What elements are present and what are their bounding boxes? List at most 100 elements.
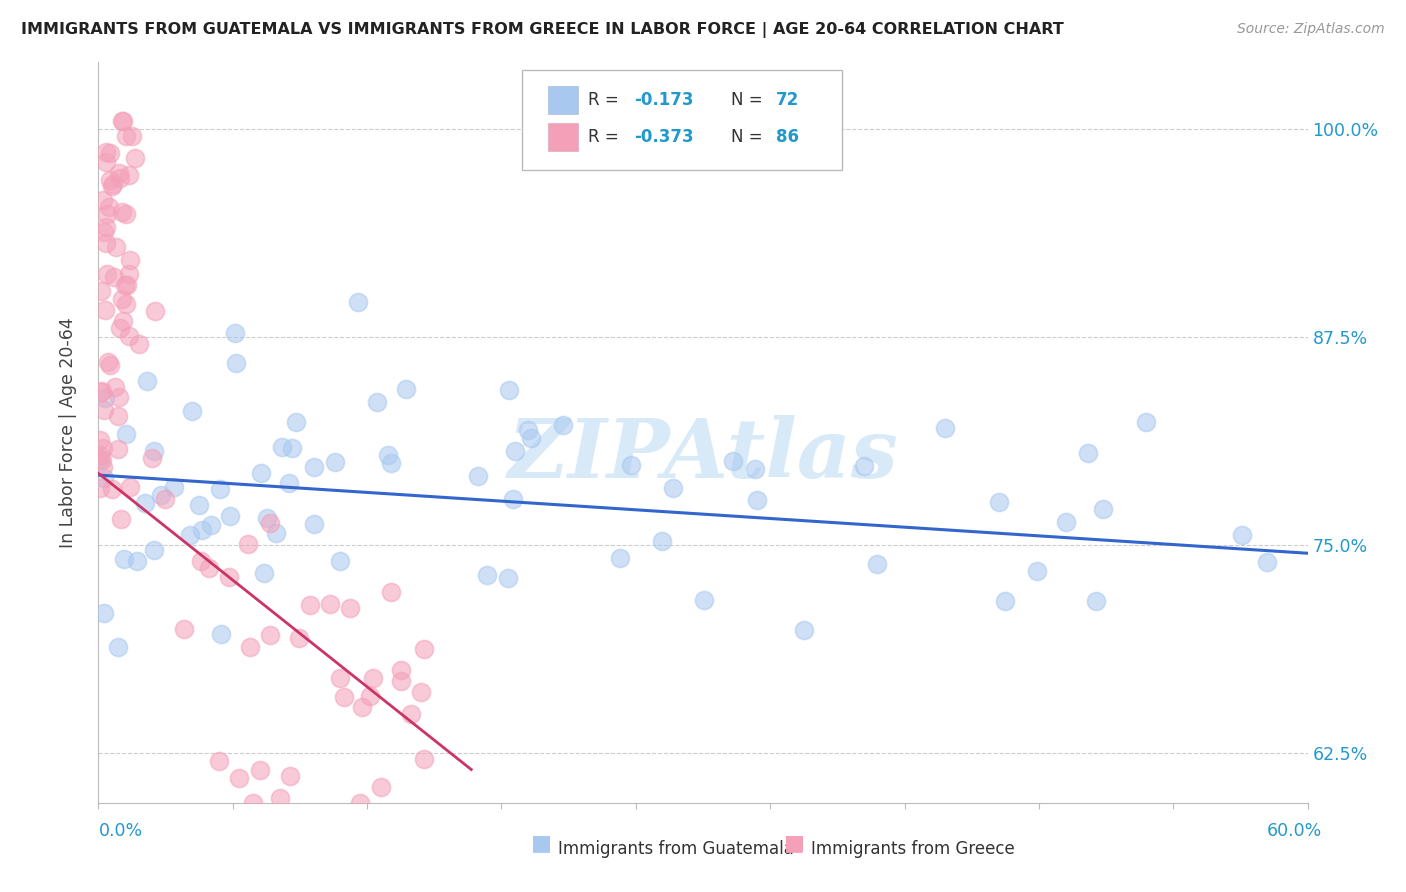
Point: [93, 441, 115, 455]
Point: [302, 516, 325, 531]
Point: [413, 642, 436, 657]
Point: [155, 492, 177, 507]
Point: [361, 671, 384, 685]
Point: [141, 450, 163, 465]
Point: [380, 584, 402, 599]
Point: [253, 566, 276, 581]
Point: [225, 356, 247, 370]
Point: [114, 278, 136, 293]
Point: [285, 415, 308, 429]
Text: 86: 86: [776, 128, 799, 146]
Point: [111, 292, 134, 306]
Point: [111, 113, 134, 128]
Point: [90, 384, 112, 398]
Point: [94, 145, 117, 159]
Point: [517, 423, 540, 437]
Text: -0.373: -0.373: [634, 128, 693, 146]
Point: [118, 329, 141, 343]
Point: [323, 454, 346, 468]
Point: [319, 597, 342, 611]
Point: [239, 640, 262, 654]
Point: [208, 754, 231, 768]
Point: [302, 459, 325, 474]
Point: [399, 707, 422, 722]
Point: [96, 267, 118, 281]
Point: [90, 452, 112, 467]
Point: [721, 454, 744, 468]
Point: [264, 526, 287, 541]
Point: [360, 690, 382, 704]
Point: [1077, 446, 1099, 460]
Point: [281, 441, 304, 455]
Text: Source: ZipAtlas.com: Source: ZipAtlas.com: [1237, 22, 1385, 37]
Point: [370, 780, 392, 794]
Point: [111, 314, 134, 328]
Point: [89, 434, 111, 448]
Point: [90, 384, 112, 399]
Point: [228, 771, 250, 785]
Point: [107, 640, 129, 654]
Point: [118, 168, 141, 182]
Point: [987, 495, 1010, 509]
Point: [96, 236, 118, 251]
Point: [1026, 564, 1049, 578]
Text: R =: R =: [588, 128, 624, 146]
Point: [89, 482, 111, 496]
Point: [101, 178, 124, 192]
Text: Immigrants from Greece: Immigrants from Greece: [811, 840, 1015, 858]
FancyBboxPatch shape: [522, 70, 842, 169]
Point: [277, 476, 299, 491]
Point: [97, 354, 120, 368]
Text: IMMIGRANTS FROM GUATEMALA VS IMMIGRANTS FROM GREECE IN LABOR FORCE | AGE 20-64 C: IMMIGRANTS FROM GUATEMALA VS IMMIGRANTS …: [21, 22, 1064, 38]
Point: [333, 690, 356, 704]
Point: [90, 285, 112, 299]
Point: [934, 421, 956, 435]
Point: [118, 267, 141, 281]
Text: N =: N =: [731, 128, 768, 146]
Point: [104, 380, 127, 394]
Point: [107, 390, 129, 404]
Point: [143, 444, 166, 458]
Point: [94, 303, 117, 318]
Point: [101, 482, 124, 496]
Point: [108, 320, 131, 334]
Point: [105, 239, 128, 253]
Text: 72: 72: [776, 91, 799, 109]
Point: [162, 480, 184, 494]
Point: [125, 554, 148, 568]
Point: [609, 550, 631, 565]
Point: [107, 409, 129, 424]
Point: [1084, 594, 1107, 608]
Point: [271, 440, 294, 454]
Point: [96, 207, 118, 221]
Point: [467, 468, 489, 483]
Point: [498, 383, 520, 397]
Text: 0.0%: 0.0%: [98, 822, 142, 840]
Point: [94, 154, 117, 169]
Text: Immigrants from Guatemala: Immigrants from Guatemala: [558, 840, 794, 858]
Point: [179, 528, 201, 542]
Point: [1092, 502, 1115, 516]
Point: [209, 482, 232, 496]
Point: [339, 600, 361, 615]
Point: [173, 622, 195, 636]
Point: [278, 769, 301, 783]
Point: [188, 498, 211, 512]
Point: [89, 448, 111, 462]
Point: [118, 480, 141, 494]
Text: N =: N =: [731, 91, 768, 109]
Point: [218, 508, 240, 523]
Point: [502, 492, 524, 507]
Point: [93, 471, 115, 485]
Point: [269, 790, 291, 805]
Point: [496, 571, 519, 585]
Point: [744, 462, 766, 476]
Point: [93, 225, 115, 239]
Point: [412, 752, 434, 766]
Text: ■: ■: [785, 833, 804, 853]
Point: [475, 567, 498, 582]
Point: [94, 391, 117, 405]
Point: [94, 219, 117, 234]
Point: [218, 570, 240, 584]
Point: [288, 632, 311, 646]
